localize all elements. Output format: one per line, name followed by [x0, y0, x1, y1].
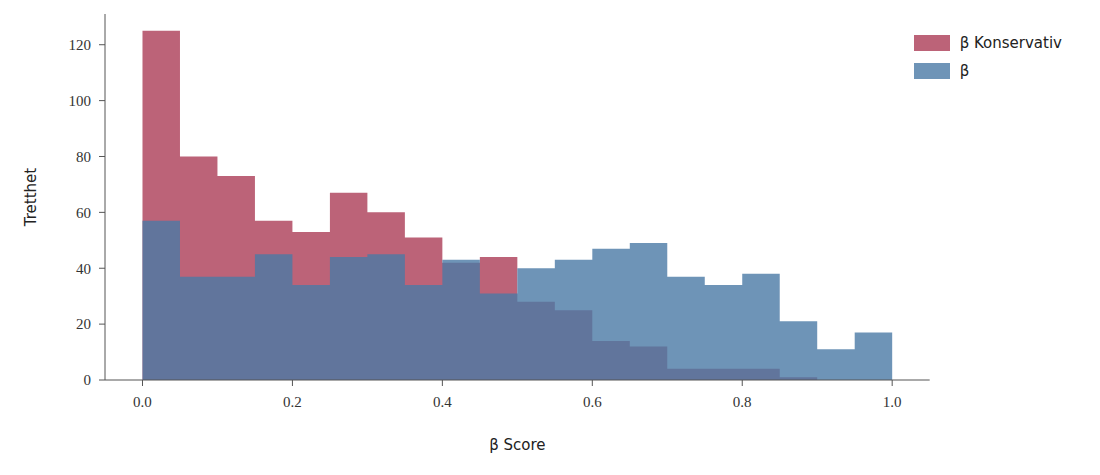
- svg-text:Tretthet: Tretthet: [22, 168, 40, 228]
- svg-text:80: 80: [76, 149, 91, 165]
- svg-text:120: 120: [69, 37, 92, 53]
- html-text:β: β: [959, 62, 970, 80]
- svg-text:60: 60: [76, 205, 91, 221]
- svg-text:β Score: β Score: [489, 436, 545, 454]
- svg-text:0.8: 0.8: [733, 394, 752, 410]
- html-text:β Konservativ: β Konservativ: [959, 34, 1062, 52]
- svg-text:40: 40: [76, 261, 91, 277]
- svg-text:0.0: 0.0: [133, 394, 152, 410]
- svg-text:20: 20: [76, 316, 91, 332]
- svg-text:0.4: 0.4: [433, 394, 452, 410]
- svg-text:0.6: 0.6: [583, 394, 602, 410]
- svg-text:1.0: 1.0: [883, 394, 902, 410]
- svg-text:0.2: 0.2: [283, 394, 302, 410]
- svg-text:100: 100: [69, 93, 92, 109]
- svg-text:0: 0: [84, 372, 92, 388]
